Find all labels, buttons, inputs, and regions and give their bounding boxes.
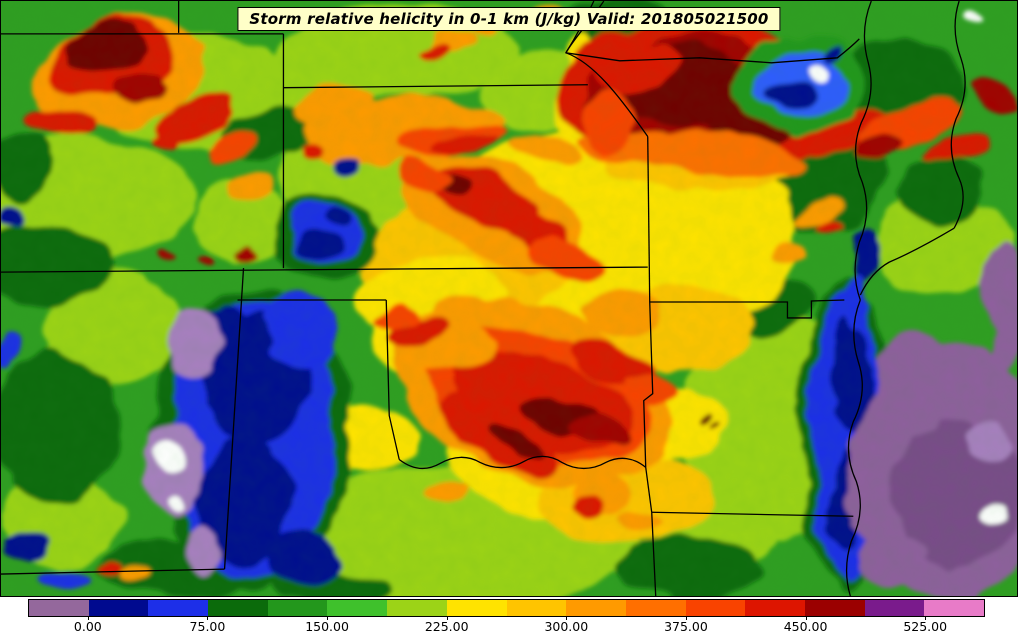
colorbar-bar — [28, 599, 985, 617]
colorbar-segment — [566, 600, 626, 616]
colorbar-segment — [804, 600, 865, 616]
state-border — [651, 511, 854, 517]
state-border — [385, 299, 400, 460]
colorbar-segment — [29, 600, 89, 616]
colorbar-segment — [208, 600, 268, 616]
colorbar-tick — [327, 616, 329, 620]
state-border — [859, 227, 955, 296]
colorbar-segment — [88, 600, 149, 616]
colorbar-tick — [805, 616, 807, 620]
state-border — [1, 568, 225, 575]
helicity-field-map — [1, 1, 1017, 596]
texture-noise-overlay — [1, 1, 1017, 596]
colorbar-tick — [566, 616, 568, 620]
colorbar-tick — [446, 616, 448, 620]
colorbar-tick-label: 150.00 — [305, 619, 349, 633]
colorbar-tick — [685, 616, 687, 620]
colorbar-segment — [864, 600, 925, 616]
state-border — [950, 1, 966, 229]
colorbar-tick — [87, 616, 89, 620]
colorbar-segment — [745, 600, 805, 616]
state-border — [845, 299, 863, 596]
state-border — [643, 301, 654, 468]
colorbar-segment — [387, 600, 447, 616]
state-border — [240, 268, 245, 301]
colorbar-tick-label: 0.00 — [73, 619, 102, 633]
state-border — [645, 467, 653, 513]
colorbar-segment — [327, 600, 388, 616]
colorbar-tick — [925, 616, 927, 620]
colorbar-tick-label: 525.00 — [903, 619, 948, 633]
state-border — [223, 299, 243, 570]
colorbar-wrap: 0.00 75.00 150.00 225.00 300.00 375.00 450.00 5… — [28, 597, 985, 633]
colorbar-tick — [207, 616, 209, 620]
map-title: Storm relative helicity in 0-1 km (J/kg)… — [237, 7, 781, 31]
colorbar-tick-label: 75.00 — [189, 619, 226, 633]
colorbar-segment — [446, 600, 507, 616]
state-border — [649, 299, 845, 319]
colorbar-segment — [506, 600, 567, 616]
colorbar-segment — [148, 600, 209, 616]
state-border — [1, 266, 648, 273]
state-border — [647, 136, 651, 302]
map-area: Storm relative helicity in 0-1 km (J/kg)… — [0, 0, 1018, 597]
colorbar-tick-label: 225.00 — [424, 619, 469, 633]
state-borders-layer — [1, 1, 966, 596]
state-border — [565, 38, 860, 64]
colorbar-tick-layer: 0.00 75.00 150.00 225.00 300.00 375.00 450.00 5… — [28, 599, 985, 633]
colorbar-segment — [267, 600, 328, 616]
state-border — [283, 84, 588, 89]
state-border — [854, 1, 872, 301]
colorbar-segment — [924, 600, 984, 616]
colorbar-tick-label: 375.00 — [664, 619, 708, 633]
colorbar-tick-label: 450.00 — [783, 619, 828, 633]
state-border — [651, 512, 657, 596]
colorbar-tick-label: 300.00 — [544, 619, 589, 633]
state-border — [398, 455, 647, 470]
colorbar-segment — [685, 600, 746, 616]
colorbar: 0.00 75.00 150.00 225.00 300.00 375.00 450.00 5… — [0, 597, 1018, 633]
colorbar-segment — [625, 600, 686, 616]
